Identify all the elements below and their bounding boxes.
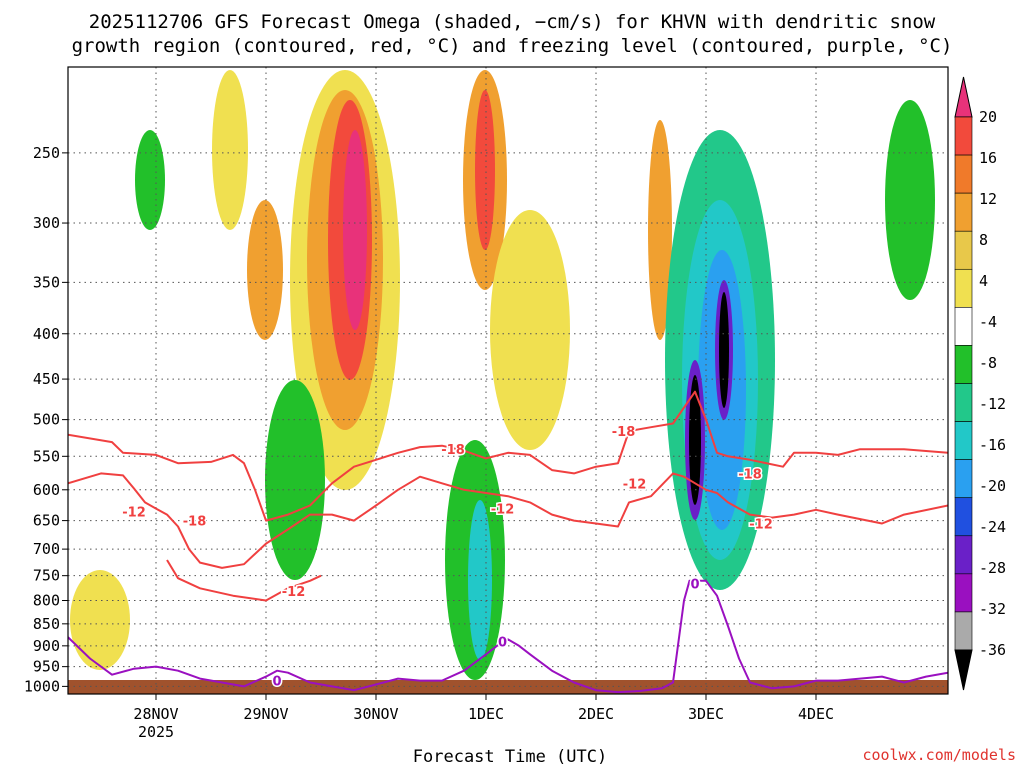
omega-blob-ascent-2dec (648, 120, 672, 340)
credit-text: coolwx.com/models (862, 746, 1016, 764)
y-tick-label: 1000 (24, 677, 60, 695)
chart-title-line-1: 2025112706 GFS Forecast Omega (shaded, −… (89, 11, 936, 33)
colorbar-segment (954, 307, 973, 346)
y-tick-label: 850 (33, 615, 60, 633)
omega-blob-descent-black-left (689, 375, 701, 505)
omega-blob-ascent-1dec-core (475, 90, 495, 250)
colorbar-label: -4 (979, 313, 997, 331)
x-tick-sublabel: 2025 (138, 723, 174, 741)
grid-lines (68, 67, 948, 694)
contour-label: -18 (183, 515, 207, 530)
y-tick-label: 250 (33, 144, 60, 162)
y-tick-label: 750 (33, 567, 60, 585)
colorbar-label: 4 (979, 272, 988, 290)
omega-blob-descent-29nov (265, 380, 325, 580)
colorbar-segment (954, 345, 973, 384)
y-tick-label: 950 (33, 658, 60, 676)
omega-blob-descent-4dec (885, 100, 935, 300)
omega-blob-low-ascent (70, 570, 130, 670)
contour-line-1 (68, 472, 948, 569)
colorbar-label: 16 (979, 149, 997, 167)
colorbar-label: 12 (979, 190, 997, 208)
y-tick-label: 600 (33, 481, 60, 499)
chart-title-line-2: growth region (contoured, red, °C) and f… (72, 35, 953, 57)
contour-label: 0 (690, 577, 699, 592)
colorbar-label: -36 (979, 641, 1006, 659)
colorbar-segment (954, 459, 973, 499)
omega-blob-descent-1dec-core (468, 500, 492, 660)
colorbar-label: -12 (979, 395, 1006, 413)
colorbar-top-arrow (954, 76, 973, 118)
omega-blob-weak-27nov (212, 70, 248, 230)
colorbar-bottom-arrow (954, 649, 973, 691)
colorbar-segment (954, 573, 973, 613)
y-axis: 250 300 350 400 450 500 550 600 650 700 750 800 850 9… (24, 144, 68, 695)
contour-label: -12 (491, 503, 515, 518)
x-tick-label: 2DEC (578, 705, 614, 723)
colorbar-label: -32 (979, 600, 1006, 618)
colorbar-segment (954, 154, 973, 194)
colorbar-segment (954, 192, 973, 232)
contour-label: 0 (498, 636, 507, 651)
colorbar-segment (954, 116, 973, 156)
omega-blob-ascent-28nov (247, 200, 283, 340)
colorbar-segment (954, 535, 973, 575)
contour-label: 0 (272, 675, 281, 690)
omega-blob-weak-ascent (490, 210, 570, 450)
colorbar-label: -28 (979, 559, 1006, 577)
contour-line-0 (68, 390, 948, 522)
colorbar-segment (954, 611, 973, 651)
y-tick-label: 700 (33, 540, 60, 558)
colorbar-label: -16 (979, 436, 1006, 454)
x-tick-label: 3DEC (688, 705, 724, 723)
colorbar-label: -20 (979, 477, 1006, 495)
contour-label: -18 (738, 467, 762, 482)
x-axis-label: Forecast Time (UTC) (413, 747, 607, 767)
contour-layer (68, 390, 948, 694)
colorbar-segment (954, 421, 973, 460)
contour-line-2 (166, 559, 322, 602)
y-tick-label: 900 (33, 637, 60, 655)
y-tick-label: 650 (33, 512, 60, 530)
y-tick-label: 550 (33, 447, 60, 465)
colorbar-label: -24 (979, 518, 1006, 536)
x-tick-label: 28NOV (133, 705, 178, 723)
colorbar-segment (954, 383, 973, 422)
contour-label: -12 (623, 477, 647, 492)
omega-shading (70, 70, 935, 680)
plot-frame (67, 66, 949, 695)
contour-line-3 (68, 579, 948, 694)
y-tick-label: 350 (33, 273, 60, 291)
y-tick-label: 400 (33, 325, 60, 343)
contour-labels: -18 -12 -12 -18 -12 -18 -12 -18 -12 0 0 0 (121, 424, 775, 692)
contour-label: -12 (122, 506, 146, 521)
colorbar-segment (954, 230, 973, 270)
colorbar-segment (954, 497, 973, 537)
colorbar-label: 20 (979, 108, 997, 126)
y-tick-label: 500 (33, 411, 60, 429)
contour-label: -18 (441, 443, 465, 458)
y-tick-label: 800 (33, 592, 60, 610)
omega-blob-ascent-29nov-core3 (343, 130, 367, 330)
x-tick-label: 1DEC (468, 705, 504, 723)
colorbar: 20 16 12 8 4 -4 -8 -12 -16 -20 -24 -28 -32 -36 (954, 76, 1006, 691)
omega-blob-descent-black-right (719, 292, 729, 408)
surface-terrain (68, 680, 948, 694)
colorbar-segment (954, 268, 973, 308)
x-tick-label: 30NOV (353, 705, 398, 723)
contour-label: -12 (749, 518, 773, 533)
x-tick-label: 4DEC (798, 705, 834, 723)
colorbar-label: -8 (979, 354, 997, 372)
x-tick-label: 29NOV (243, 705, 288, 723)
contour-label: -12 (282, 585, 306, 600)
colorbar-label: 8 (979, 231, 988, 249)
y-tick-label: 300 (33, 214, 60, 232)
contour-label: -18 (612, 425, 636, 440)
omega-blob-descent-27nov (135, 130, 165, 230)
y-tick-label: 450 (33, 370, 60, 388)
